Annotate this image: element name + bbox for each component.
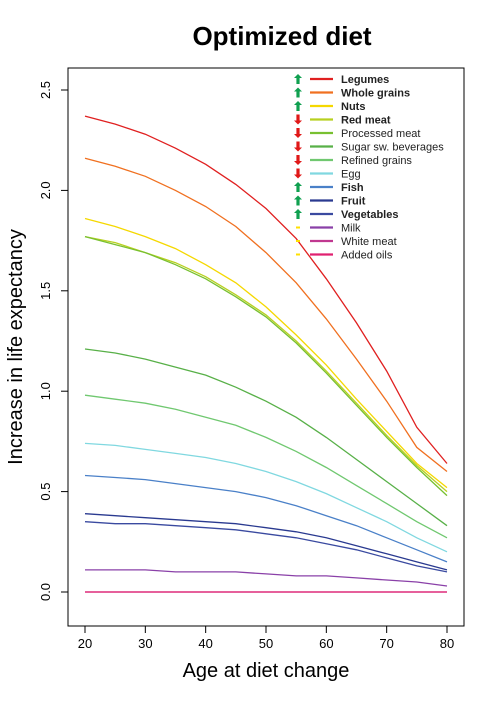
x-tick-label: 30: [138, 636, 152, 651]
series-line-whole-grains: [84, 157, 448, 473]
legend-label-milk: Milk: [341, 223, 361, 235]
arrow-up-icon: [294, 74, 302, 84]
y-tick-label: 1.5: [38, 282, 53, 300]
arrow-up-icon: [294, 87, 302, 98]
arrow-down-icon: [294, 114, 302, 125]
legend-label-sugar-sw-beverages: Sugar sw. beverages: [341, 142, 444, 154]
chart-title: Optimized diet: [192, 21, 371, 51]
y-axis-label: Increase in life expectancy: [5, 229, 27, 465]
x-tick-label: 80: [440, 636, 454, 651]
arrow-up-icon: [294, 101, 302, 111]
series-line-red-meat: [84, 235, 448, 493]
legend-label-egg: Egg: [341, 169, 361, 181]
series-line-refined-grains: [84, 394, 448, 539]
legend-label-vegetables: Vegetables: [341, 209, 398, 221]
series-line-legumes: [84, 115, 448, 464]
legend-label-nuts: Nuts: [341, 101, 365, 113]
arrow-up-icon: [294, 209, 302, 219]
legend-label-added-oils: Added oils: [341, 250, 393, 262]
series-line-fish: [84, 474, 448, 563]
arrow-down-icon: [294, 128, 302, 138]
neutral-dash-icon: [296, 240, 300, 242]
legend-label-legumes: Legumes: [341, 74, 389, 86]
neutral-dash-icon: [296, 226, 300, 229]
arrow-down-icon: [294, 168, 302, 179]
x-tick-label: 50: [259, 636, 273, 651]
series-line-milk: [85, 569, 448, 587]
series-line-egg: [84, 442, 448, 553]
legend-label-refined-grains: Refined grains: [341, 155, 412, 167]
x-tick-label: 20: [78, 636, 92, 651]
y-tick-label: 0.5: [38, 483, 53, 501]
legend-label-red-meat: Red meat: [341, 115, 391, 127]
arrow-down-icon: [294, 155, 302, 165]
arrow-up-icon: [294, 195, 302, 206]
series-line-vegetables: [84, 521, 448, 573]
legend-label-white-meat: White meat: [341, 236, 397, 248]
y-tick-label: 1.0: [38, 382, 53, 400]
x-tick-label: 40: [198, 636, 212, 651]
y-axis: 0.0 0.5 1.0 1.5 2.0 2.5: [38, 81, 69, 601]
y-tick-label: 2.5: [38, 81, 53, 99]
series-layer: [84, 115, 448, 593]
y-tick-label: 0.0: [38, 583, 53, 601]
legend-label-fruit: Fruit: [341, 196, 366, 208]
series-line-nuts: [84, 217, 448, 489]
x-tick-label: 60: [319, 636, 333, 651]
x-tick-label: 70: [379, 636, 393, 651]
neutral-dash-icon: [296, 253, 300, 256]
arrow-up-icon: [294, 182, 302, 192]
x-axis: 20 30 40 50 60 70 80: [78, 625, 454, 651]
x-axis-label: Age at diet change: [183, 660, 350, 682]
y-tick-label: 2.0: [38, 181, 53, 199]
series-line-processed-meat: [84, 235, 448, 497]
legend-label-processed-meat: Processed meat: [341, 128, 420, 140]
legend-label-fish: Fish: [341, 182, 364, 194]
series-line-sugar-sw-beverages: [84, 348, 448, 527]
series-line-fruit: [84, 513, 448, 571]
legend-label-whole-grains: Whole grains: [341, 88, 410, 100]
arrow-down-icon: [294, 141, 302, 152]
